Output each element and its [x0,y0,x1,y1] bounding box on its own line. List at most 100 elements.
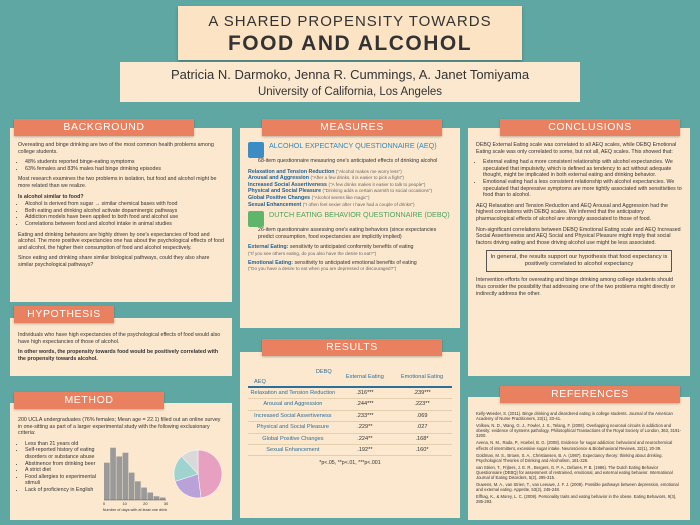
text: Eating and drinking behaviors are highly… [18,231,224,251]
text: AEQ Relaxation and Tension Reduction and… [476,202,668,222]
list: External eating had a more consistent re… [476,159,682,199]
table-row: Physical and Social Pleasure .229** .027 [248,421,452,434]
section-heading: MEASURES [262,119,442,136]
table-cell: Increased Social Assertiveness [248,410,338,423]
scale: Increased Social Assertiveness ("A few d… [248,182,452,189]
histogram-bar [153,496,160,500]
authors: Patricia N. Darmoko, Jenna R. Cummings, … [170,67,530,82]
table-row: Global Positive Changes .224** .168* [248,433,452,446]
table-cell: .027 [392,421,452,434]
scale-example: ("Do you have a desire to eat when you a… [248,266,397,272]
list-item: Alcohol is derived from sugar → similar … [25,201,224,208]
scale-name: Sexual Enhancement [248,201,302,208]
scale-example: ("Drinking adds a certain warmth to soci… [322,188,432,194]
corner-top: DEBQ [315,369,332,375]
x-tick-label: 20 [143,501,148,506]
results-table: DEBQ AEQ External Eating Emotional Eatin… [248,368,452,457]
table-body: Relaxation and Tension Reduction .316***.… [248,387,452,457]
table-cell: Sexual Enhancement [248,444,338,457]
list-item: Lack of proficiency in English [25,487,105,494]
title-banner: A SHARED PROPENSITY TOWARDS FOOD AND ALC… [178,6,522,60]
table-cell: .316*** [337,387,393,400]
header-row: DEBQ AEQ External Eating Emotional Eatin… [248,368,452,388]
list: Alcohol is derived from sugar → similar … [18,201,224,227]
list: Less than 21 years oldSelf-reported hist… [18,441,105,494]
reference: van Strien, T., Frijters, J. E. R., Berg… [476,464,673,481]
list-item: Abstinence from drinking beer [25,461,105,468]
histogram-bar [147,492,154,500]
table-cell: Arousal and Aggression [248,398,338,411]
section-heading: HYPOTHESIS [14,306,114,323]
text: 26-item questionnaire assessing one's ea… [258,227,437,240]
scale-name: Increased Social Assertiveness [248,181,328,188]
list-item: External eating had a more consistent re… [483,159,682,179]
title-line: A SHARED PROPENSITY TOWARDS [208,13,492,30]
reference: Kelly-Weeder, S. (2011). Binge drinking … [476,411,673,422]
table-cell: .224** [337,433,393,446]
table-cell: .168* [392,433,452,446]
x-tick-label: 10 [122,501,127,506]
table-cell: .233*** [337,410,393,423]
histogram-bar [135,481,141,500]
table-row: Arousal and Aggression .244*** .223** [248,398,452,411]
scale-name: Relaxation and Tension Reduction [248,168,335,175]
scale-definition: sensitivity to anticipated emotional ben… [294,259,417,266]
histogram-bar [116,456,123,500]
scale: Physical and Social Pleasure ("Drinking … [248,188,452,195]
pie-slice [197,449,223,499]
table-cell: .192** [337,444,393,457]
subheading: ALCOHOL EXPECTANCY QUESTIONNAIRE (AEQ) [269,141,437,150]
section-heading: METHOD [14,392,164,409]
column-header: Emotional Eating [392,368,452,388]
footnote: *p<.05, **p<.01, ***p<.001 [319,460,381,467]
section-heading: BACKGROUND [14,119,194,136]
scale-example: ("If you see others eating, do you also … [248,250,377,256]
background-panel: Overeating and binge drinking are two of… [10,128,232,302]
scale: External Eating: sensitivity to anticipa… [248,244,452,257]
table-cell: .069 [392,410,452,423]
list-item: Food allergies to experimental stimuli [25,474,105,487]
scale: Global Positive Changes ("Alcohol seems … [248,195,452,202]
corner-bottom: AEQ [254,378,266,385]
text: Individuals who have high expectancies o… [18,332,221,345]
scale-name: Physical and Social Pleasure [248,188,322,195]
list-item: Both eating and drinking alcohol activat… [25,208,224,215]
table-row: Sexual Enhancement .192** .160* [248,444,452,457]
section-heading: REFERENCES [500,386,680,403]
title-line: FOOD AND ALCOHOL [227,32,473,55]
affiliation: University of California, Los Angeles [257,86,443,98]
scale-example: ("Alcohol makes me worry less") [335,168,402,174]
histogram-bar [128,472,135,500]
scale: Sexual Enhancement ("I often feel sexier… [248,202,452,209]
column-header: External Eating [337,368,393,388]
scale-example: ("A few drinks makes it easier to talk t… [328,181,426,187]
conclusions-panel: DEBQ External Eating scale was correlate… [468,128,690,376]
reference: Goldman, M. S., Brown, S. A., Christians… [476,452,663,463]
table-cell: .244*** [337,398,393,411]
table-row: Relaxation and Tension Reduction .316***.… [248,387,452,400]
text: Most research examines the two problems … [18,176,217,189]
author-band: Patricia N. Darmoko, Jenna R. Cummings, … [120,62,580,102]
scale-name: Emotional Eating: [248,259,294,266]
list-item: Correlations between food and alcohol in… [25,221,224,228]
histogram-bar [122,452,129,500]
scale-list: Relaxation and Tension Reduction ("Alcoh… [248,169,452,209]
scale-example: ("I often feel sexier after I have had a… [302,201,415,207]
table-cell: Relaxation and Tension Reduction [248,387,338,400]
text: 200 UCLA undergraduates (76% females; Me… [18,417,221,437]
list-item: 63% females and 83% males had binge drin… [25,166,224,173]
scale: Arousal and Aggression ("After a few dri… [248,175,452,182]
subheading: DUTCH EATING BEHAVIOR QUESTIONNAIRE (DEB… [269,210,450,220]
reference: Ouwens, M. A., van Strien, T., van Leeuw… [476,482,679,493]
summary-box: In general, the results support our hypo… [486,250,672,273]
table-row: Increased Social Assertiveness .233*** .06… [248,410,452,423]
icon [248,211,264,228]
reference: Volkow, N. D., Wang, G. J., Fowler, J. S… [476,423,681,439]
pie-slice [174,473,202,499]
text: Overeating and binge drinking are two of… [18,142,214,155]
x-tick-label: 30 [164,501,169,506]
text: In other words, the propensity towards f… [18,349,219,362]
icon [248,142,264,158]
x-axis-label: Number of days with at least one drink [103,508,168,512]
